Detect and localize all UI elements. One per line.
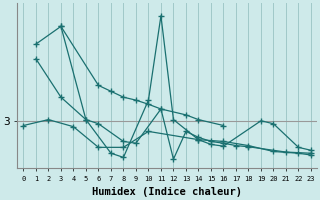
X-axis label: Humidex (Indice chaleur): Humidex (Indice chaleur) bbox=[92, 187, 242, 197]
